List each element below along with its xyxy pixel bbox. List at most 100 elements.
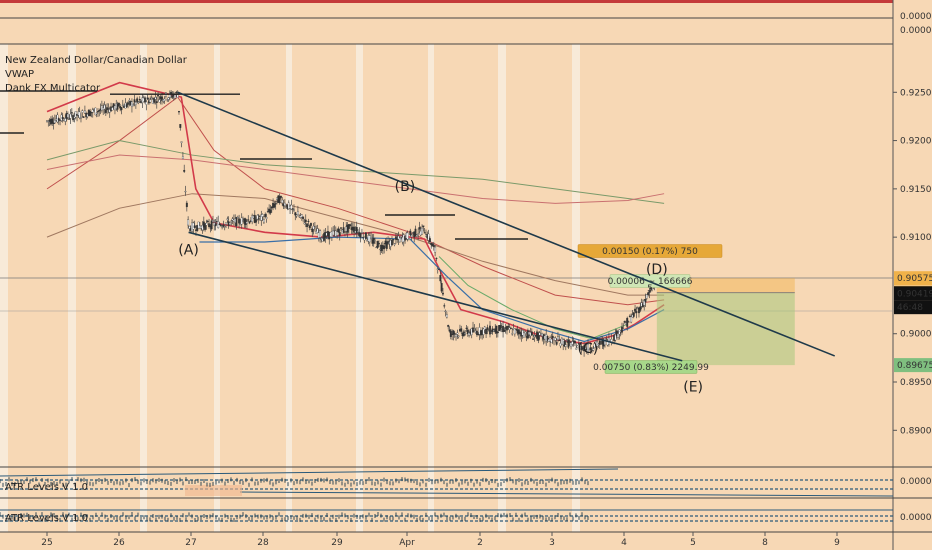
chart-title: New Zealand Dollar/Canadian Dollar: [5, 55, 188, 66]
candle-body: [623, 321, 626, 323]
candle-body: [117, 102, 120, 106]
stop-zone: [656, 278, 795, 293]
candle-body: [134, 101, 137, 105]
candle-body: [575, 347, 578, 350]
candle-body: [506, 326, 508, 331]
candle-body: [648, 291, 651, 293]
candle-body: [204, 223, 207, 230]
candle-body: [392, 239, 395, 241]
candle-body: [576, 345, 579, 348]
candle-body: [460, 328, 463, 332]
candle-body: [357, 231, 359, 233]
candle-body: [226, 218, 229, 220]
candle-body: [184, 191, 187, 193]
candle-body: [265, 217, 268, 219]
target-label: 0.00750 (0.83%) 2249.99: [593, 363, 709, 373]
candle-body: [515, 328, 518, 330]
candle-body: [107, 108, 110, 110]
candle-body: [610, 339, 613, 342]
candle-body: [133, 99, 136, 103]
candle-body: [448, 329, 451, 332]
x-tick-label: 25: [41, 538, 52, 548]
candle-body: [495, 325, 498, 334]
candle-body: [438, 268, 440, 270]
candle-body: [421, 227, 424, 235]
candle-body: [69, 113, 72, 119]
atr-upper: [0, 468, 619, 477]
atr-lower: [239, 491, 894, 497]
candle-body: [482, 328, 485, 335]
candle-body: [447, 325, 450, 327]
session-stripe: [572, 44, 580, 532]
candle-body: [332, 230, 335, 236]
candle-body: [181, 156, 184, 159]
candle-body: [205, 222, 208, 226]
candle-body: [311, 228, 314, 233]
candle-body: [443, 305, 446, 307]
candle-body: [475, 330, 478, 336]
candle-body: [353, 226, 356, 233]
candle-body: [208, 223, 210, 227]
candle-body: [593, 343, 596, 348]
price-tag: 0.89675: [897, 361, 932, 371]
candle-body: [214, 223, 217, 227]
candle-body: [457, 335, 460, 337]
candle-body: [225, 222, 227, 225]
candle-body: [313, 226, 316, 228]
candle-body: [647, 292, 650, 295]
target-label-box: [604, 360, 698, 374]
candle-body: [166, 99, 169, 101]
x-tick-label: 4: [621, 538, 627, 548]
candle-body: [136, 98, 139, 102]
candle-body: [355, 226, 358, 234]
candle-body: [83, 110, 86, 114]
candle-body: [485, 329, 488, 335]
candle-body: [279, 195, 282, 198]
candle-body: [414, 228, 417, 237]
candle-body: [66, 113, 69, 118]
candle-body: [439, 275, 442, 282]
price-tag-box: [894, 358, 932, 373]
candle-body: [555, 342, 558, 345]
candle-body: [185, 202, 188, 208]
wave-label: (C): [578, 341, 599, 357]
candle-body: [568, 341, 571, 343]
ma-blue: [199, 236, 665, 343]
candle-body: [278, 196, 281, 204]
candle-body: [153, 97, 156, 103]
candle-body: [218, 223, 221, 225]
candle-body: [80, 117, 82, 119]
candle-body: [564, 344, 567, 347]
candle-body: [440, 283, 443, 292]
candle-body: [617, 333, 620, 338]
candle-body: [91, 109, 94, 113]
candle-body: [434, 246, 437, 253]
candle-body: [473, 328, 476, 331]
candle-body: [391, 240, 393, 246]
candle-body: [193, 225, 196, 228]
x-tick-label: 2: [477, 538, 483, 548]
candle-body: [178, 110, 180, 113]
candle-body: [523, 332, 525, 338]
candle-body: [359, 233, 362, 238]
candle-body: [223, 225, 226, 228]
candle-body: [111, 107, 114, 111]
candle-body: [431, 243, 434, 247]
candle-body: [587, 343, 589, 352]
price-tag-box: [894, 300, 932, 315]
candle-body: [445, 314, 448, 318]
price-tag: 0.90419: [897, 289, 932, 299]
session-stripe: [214, 44, 220, 532]
candle-body: [57, 118, 60, 121]
candle-body: [530, 331, 533, 336]
candle-body: [385, 241, 388, 249]
candle-body: [622, 328, 625, 330]
candle-body: [137, 101, 140, 103]
candle-body: [584, 347, 587, 350]
